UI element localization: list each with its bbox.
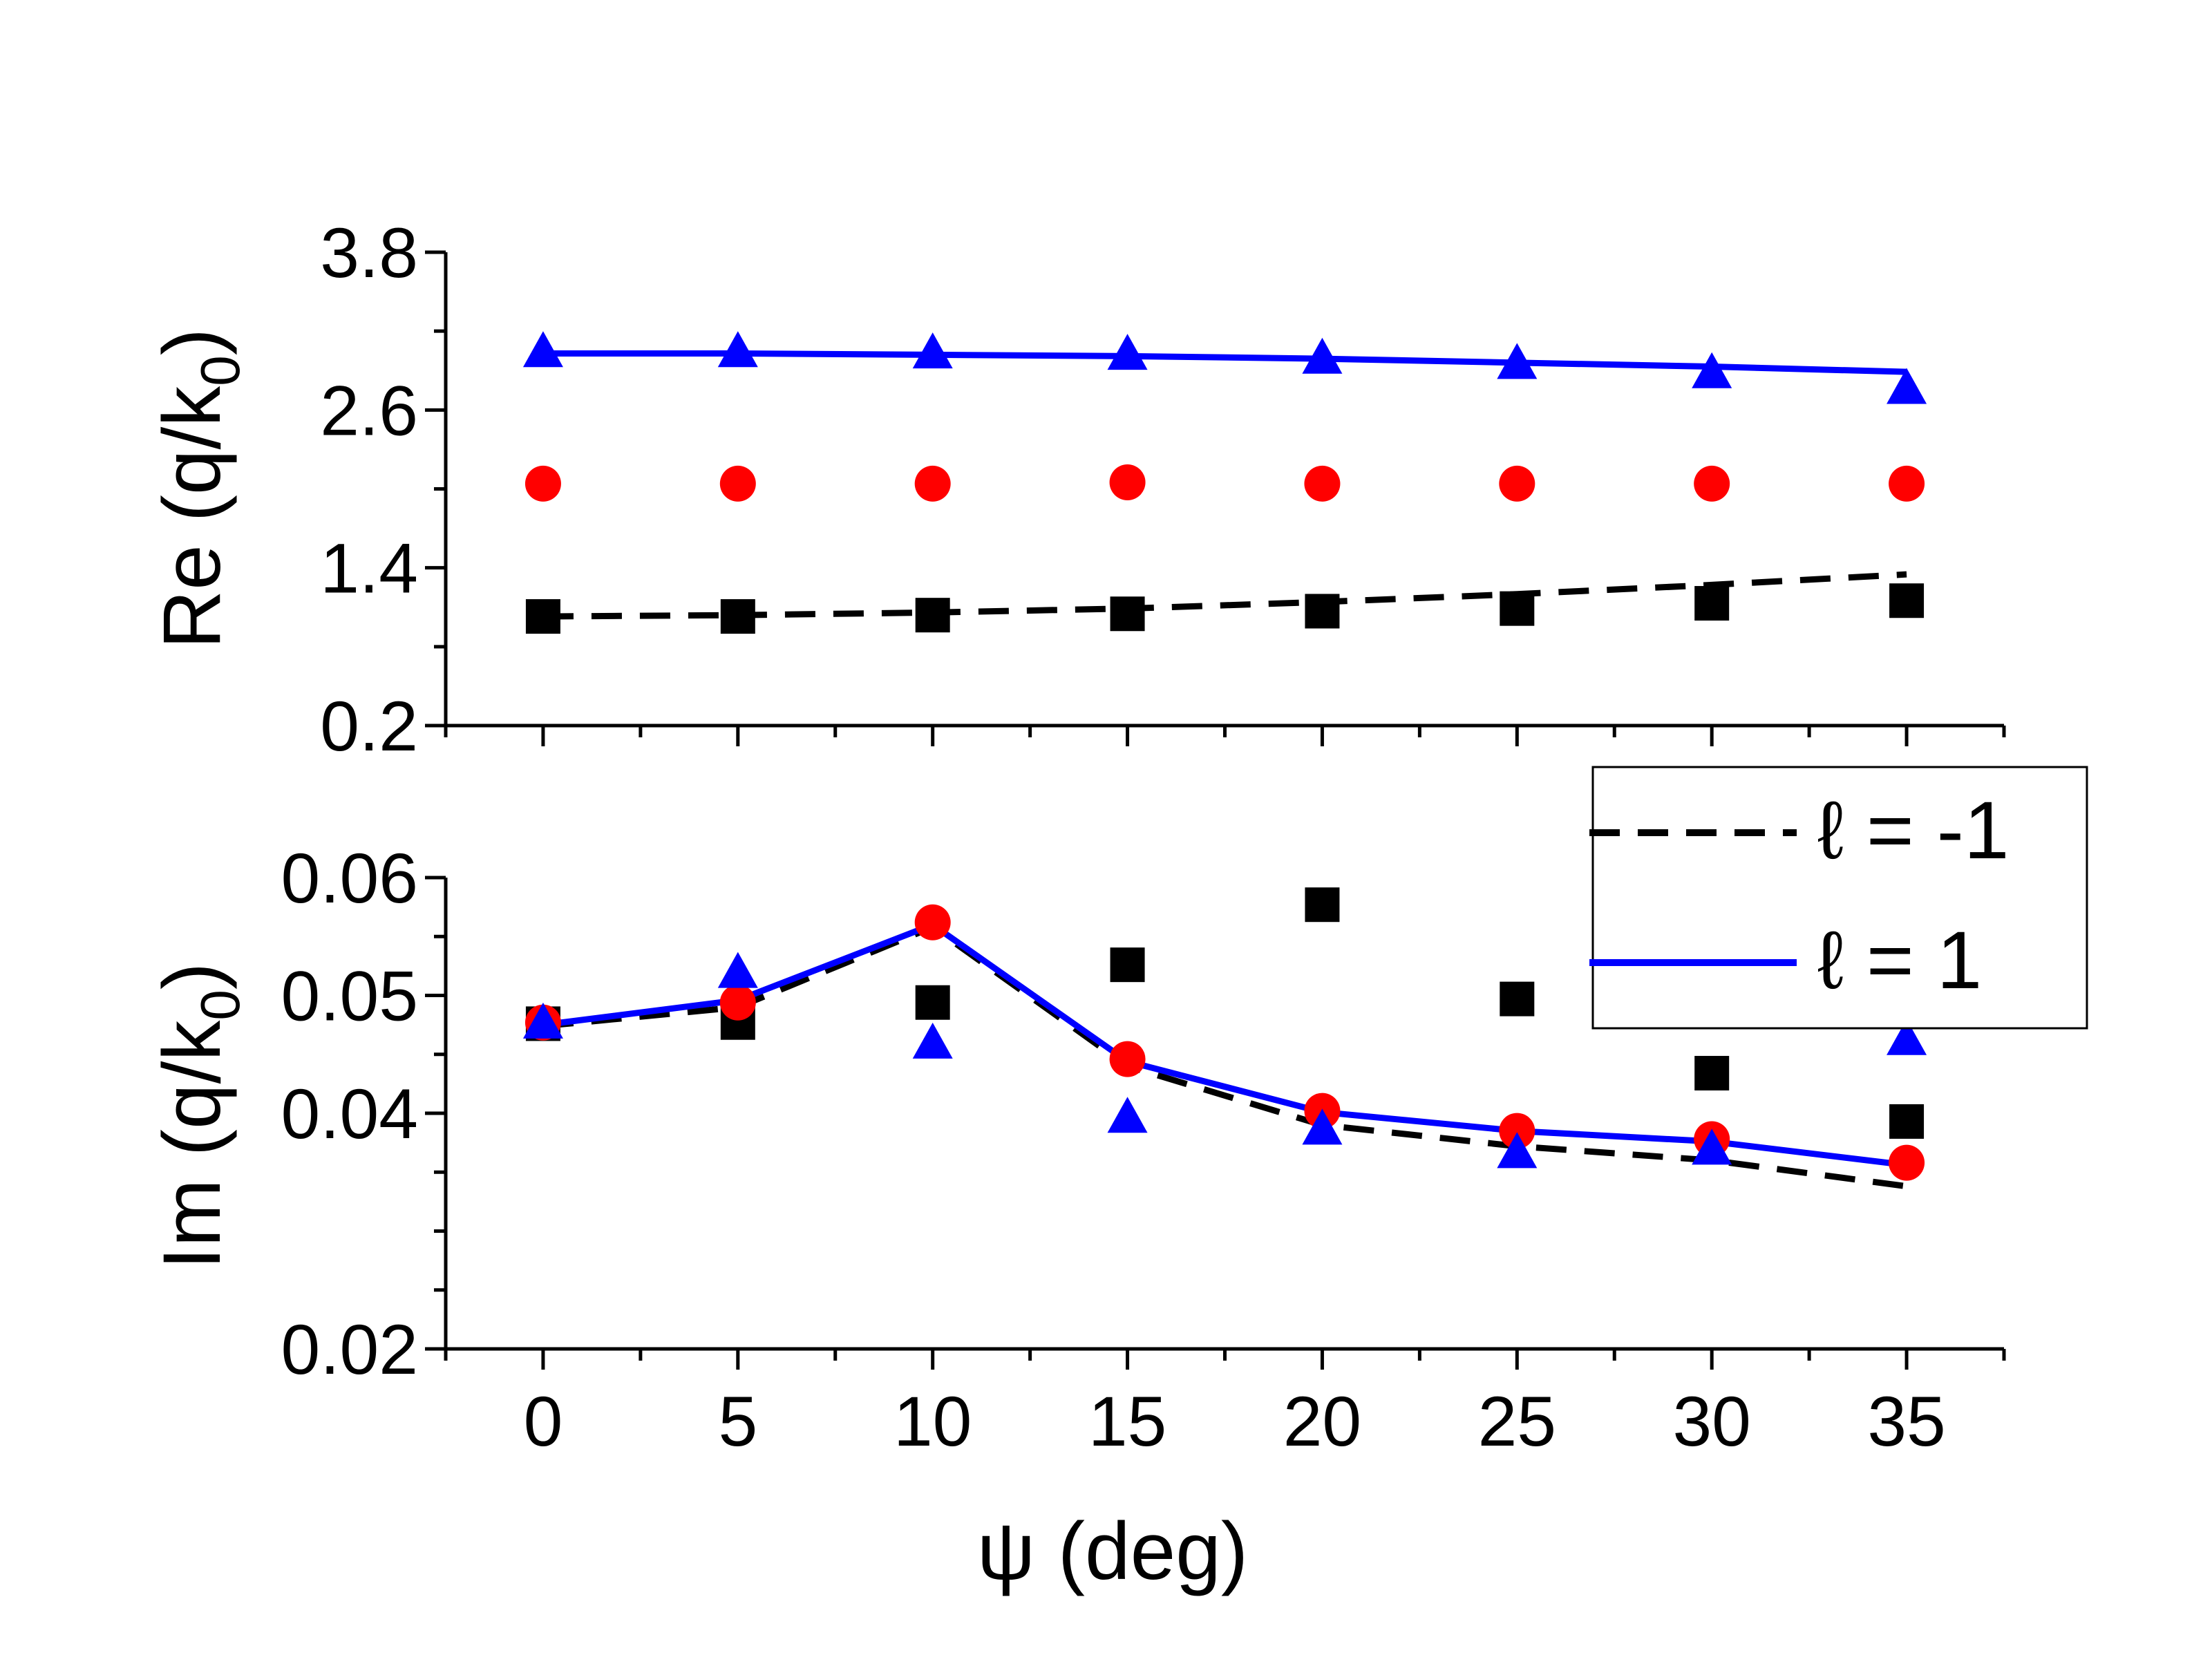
triangle-marker xyxy=(1302,337,1343,374)
legend-label-dashed: ℓ = -1 xyxy=(1817,785,2010,876)
solid-series-line xyxy=(542,921,1907,1169)
circle-marker xyxy=(1304,465,1341,502)
triangle-marker xyxy=(717,331,758,368)
bottom-panel: 0.02 0.04 0.05 0.06 0 5 10 15 20 25 30 35 Im (q/k0)… xyxy=(146,839,2006,1597)
square-marker xyxy=(1110,947,1145,983)
legend: ℓ = -1 ℓ = 1 xyxy=(1589,766,2088,1030)
bottom-markers xyxy=(522,887,1927,1181)
bottom-y-tick-label: 0.05 xyxy=(281,957,418,1036)
top-y-tick-label: 0.2 xyxy=(320,687,418,766)
legend-box xyxy=(1591,766,2088,1030)
triangle-marker xyxy=(717,952,758,988)
triangle-marker xyxy=(1107,334,1148,370)
top-y-tick-label: 3.8 xyxy=(320,214,418,292)
dashed-series-line xyxy=(542,924,1907,1190)
square-marker xyxy=(1500,981,1535,1017)
bottom-y-tick-label: 0.04 xyxy=(281,1075,418,1153)
circle-marker xyxy=(1694,465,1730,502)
top-y-axis-title: Re (q/k0) xyxy=(146,328,251,649)
circle-marker xyxy=(914,465,951,502)
triangle-marker xyxy=(1302,1108,1343,1145)
x-tick-label: 5 xyxy=(718,1382,757,1461)
triangle-marker xyxy=(522,331,563,368)
circle-marker xyxy=(1889,465,1925,502)
dashed-series-line xyxy=(542,571,1907,620)
square-marker xyxy=(1694,586,1730,621)
square-marker xyxy=(1694,1056,1730,1091)
top-y-tick-label: 1.4 xyxy=(320,529,418,608)
triangle-marker xyxy=(1692,1128,1732,1165)
bottom-y-axis-title: Im (q/k0) xyxy=(146,963,251,1269)
square-marker xyxy=(1889,1104,1925,1139)
square-marker xyxy=(1305,887,1340,923)
circle-marker xyxy=(524,465,561,502)
x-axis-title: ψ (deg) xyxy=(977,1506,1248,1597)
square-marker xyxy=(720,599,755,634)
circle-marker xyxy=(719,984,756,1021)
solid-series-line xyxy=(542,350,1907,375)
top-markers xyxy=(522,331,1927,634)
circle-marker xyxy=(914,904,951,940)
square-marker xyxy=(1305,594,1340,629)
square-marker xyxy=(915,985,950,1020)
top-panel: 0.2 1.4 2.6 3.8 Re (q/k0) xyxy=(146,214,2006,766)
square-marker xyxy=(1500,591,1535,626)
x-tick-label: 0 xyxy=(524,1382,563,1461)
square-marker xyxy=(915,598,950,633)
bottom-ticks: 0.02 0.04 0.05 0.06 0 5 10 15 20 25 30 35 xyxy=(281,839,2006,1461)
bottom-lines xyxy=(542,921,1907,1190)
x-tick-label: 10 xyxy=(894,1382,972,1461)
triangle-marker xyxy=(912,1022,953,1059)
circle-marker xyxy=(1499,1113,1535,1149)
top-lines xyxy=(542,350,1907,620)
circle-marker xyxy=(1109,464,1146,500)
triangle-marker xyxy=(522,1002,563,1039)
circle-marker xyxy=(1109,1041,1146,1077)
x-tick-label: 25 xyxy=(1478,1382,1556,1461)
triangle-marker xyxy=(1887,1019,1927,1055)
x-tick-label: 30 xyxy=(1672,1382,1750,1461)
top-y-tick-label: 2.6 xyxy=(320,371,418,450)
square-marker xyxy=(1889,583,1925,618)
square-marker xyxy=(1110,596,1145,632)
triangle-marker xyxy=(1107,1097,1148,1133)
circle-marker xyxy=(1499,465,1535,502)
triangle-marker xyxy=(1692,352,1732,388)
x-tick-label: 15 xyxy=(1088,1382,1166,1461)
square-marker xyxy=(525,599,560,634)
x-tick-label: 35 xyxy=(1867,1382,1945,1461)
triangle-marker xyxy=(1497,343,1538,379)
bottom-y-tick-label: 0.02 xyxy=(281,1310,418,1389)
circle-marker xyxy=(1889,1144,1925,1181)
triangle-marker xyxy=(1887,368,1927,404)
triangle-marker xyxy=(1497,1132,1538,1169)
x-tick-label: 20 xyxy=(1283,1382,1361,1461)
triangle-marker xyxy=(912,332,953,369)
circle-marker xyxy=(719,465,756,502)
bottom-y-tick-label: 0.06 xyxy=(281,839,418,918)
top-ticks: 0.2 1.4 2.6 3.8 xyxy=(320,214,2006,766)
legend-label-solid: ℓ = 1 xyxy=(1817,915,1982,1006)
